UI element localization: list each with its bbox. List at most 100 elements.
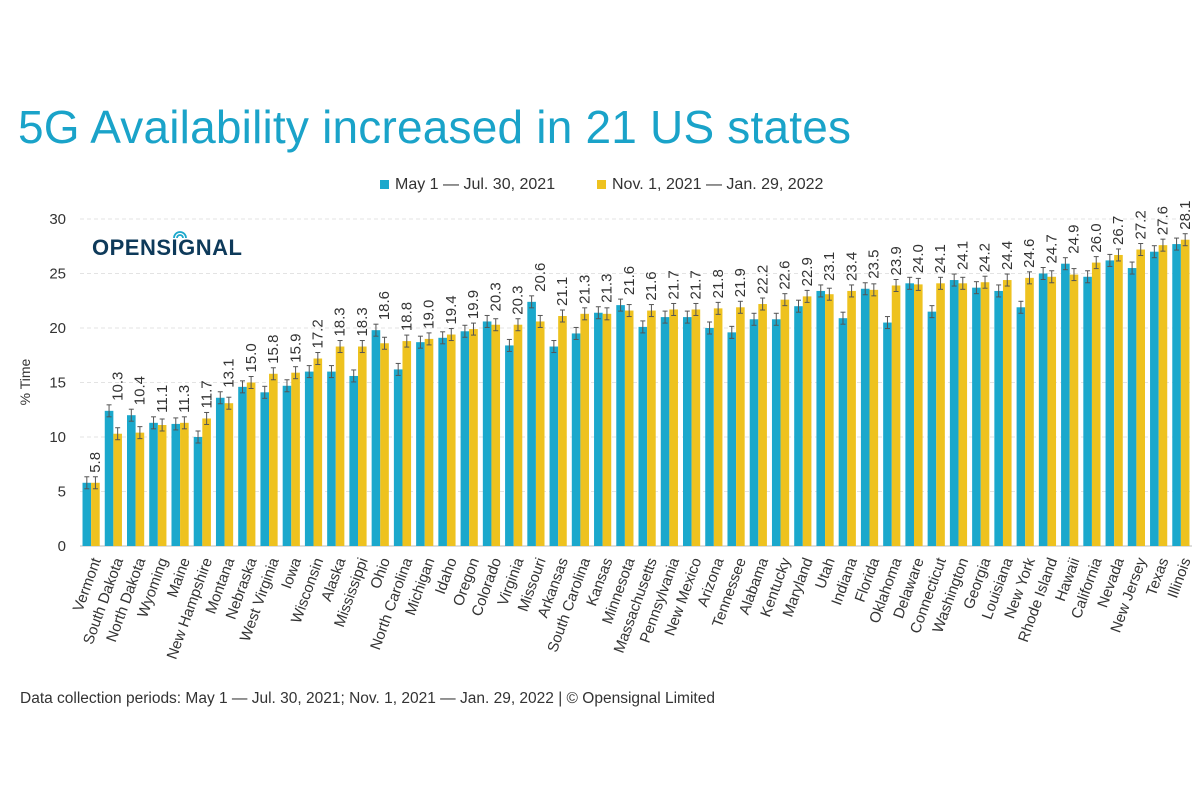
bar-series-1: [838, 318, 848, 546]
bar-series-1: [571, 333, 581, 546]
bar-series-1: [949, 280, 959, 546]
data-label: 19.4: [443, 295, 460, 324]
bar-series-2: [602, 313, 612, 546]
y-tick-label: 0: [58, 538, 66, 555]
bar-series-2: [558, 316, 567, 546]
bar-series-2: [291, 372, 300, 546]
data-label: 18.8: [398, 302, 415, 331]
y-tick-label: 30: [49, 211, 66, 228]
bar-series-2: [1180, 239, 1190, 546]
data-label: 27.6: [1155, 206, 1172, 235]
bar-series-2: [246, 382, 256, 546]
data-label: 10.4: [132, 376, 149, 405]
bar-series-2: [1002, 280, 1012, 546]
bar-series-1: [749, 319, 759, 546]
data-label: 21.7: [665, 270, 682, 299]
bar-series-2: [180, 422, 189, 546]
bar-series-1: [149, 422, 158, 546]
bar-series-1: [416, 342, 425, 546]
bar-series-2: [736, 307, 745, 546]
bar-series-2: [1114, 254, 1123, 546]
bar-series-2: [157, 425, 167, 546]
y-axis-label: % Time: [17, 358, 33, 405]
bar-series-2: [135, 432, 145, 546]
bar-series-2: [469, 329, 478, 546]
data-labels: 5.8 10.3 10.4 11.1 11.3 11.7 13.1 15.0 15.8 15.9 1…: [87, 201, 1194, 473]
bar-series-2: [869, 289, 879, 546]
bar-series-2: [936, 283, 945, 546]
bar-series-1: [460, 331, 470, 546]
bar-series-2: [758, 304, 767, 546]
bar-series-2: [380, 343, 389, 546]
bar-series-1: [527, 301, 536, 546]
data-label: 19.0: [421, 300, 438, 329]
bar-series-2: [224, 403, 234, 546]
bar-series-1: [327, 371, 336, 546]
data-label: 17.2: [310, 319, 327, 348]
bar-series-1: [972, 287, 981, 546]
data-label: 21.8: [710, 269, 727, 298]
data-label: 11.1: [154, 385, 171, 413]
data-label: 11.7: [198, 380, 215, 408]
bar-series-1: [594, 312, 603, 546]
bar-series-1: [771, 319, 781, 546]
legend-swatch: [380, 180, 389, 189]
bar-series-2: [847, 290, 856, 546]
bar-series-2: [358, 346, 367, 546]
footnote: Data collection periods: May 1 — Jul. 30…: [20, 690, 715, 707]
data-label: 20.6: [532, 263, 549, 292]
chart-title: 5G Availability increased in 21 US state…: [18, 101, 852, 153]
bar-series-1: [82, 482, 92, 546]
bar-series-1: [794, 306, 803, 546]
data-label: 21.7: [688, 270, 705, 299]
data-label: 28.1: [1177, 201, 1194, 230]
bar-series-2: [891, 285, 901, 546]
bar-series-2: [402, 341, 412, 546]
bar-series-1: [193, 437, 203, 546]
data-label: 24.1: [954, 241, 971, 270]
bar-series-2: [1158, 245, 1168, 546]
bar-series-2: [713, 308, 723, 546]
bar-series-1: [727, 332, 737, 546]
data-label: 23.9: [888, 246, 905, 275]
bar-series-1: [238, 386, 247, 546]
signal-arc: [176, 234, 184, 239]
bar-series-1: [616, 305, 625, 546]
y-tick-label: 20: [49, 320, 66, 337]
legend-swatch: [597, 180, 606, 189]
legend-label: Nov. 1, 2021 — Jan. 29, 2022: [612, 176, 824, 193]
data-label: 21.1: [554, 277, 571, 306]
data-label: 24.0: [910, 244, 927, 273]
bar-series-2: [580, 313, 589, 546]
data-label: 18.6: [376, 291, 393, 320]
data-label: 20.3: [510, 286, 527, 315]
bar-series-1: [905, 283, 914, 546]
data-label: 23.1: [821, 252, 838, 281]
opensignal-logo: OPENSIGNAL: [92, 231, 242, 260]
bar-series-1: [393, 369, 403, 546]
legend: May 1 — Jul. 30, 2021 Nov. 1, 2021 — Jan.…: [380, 176, 824, 193]
data-label: 24.9: [1066, 224, 1083, 253]
data-label: 24.1: [932, 244, 949, 273]
bar-series-1: [860, 288, 870, 546]
data-label: 23.5: [866, 250, 883, 279]
data-label: 23.4: [843, 252, 860, 281]
bar-series-1: [104, 410, 114, 546]
bar-series-2: [647, 310, 656, 546]
bar-series-1: [171, 423, 181, 546]
data-label: 18.3: [332, 307, 349, 336]
bar-series-2: [335, 346, 345, 546]
bar-series-1: [927, 311, 937, 546]
bar-series-1: [304, 371, 314, 546]
bar-series-2: [202, 418, 211, 546]
bar-series-1: [282, 385, 292, 546]
bar-series-2: [1136, 249, 1145, 546]
data-label: 21.3: [599, 274, 616, 303]
data-label: 15.0: [243, 343, 260, 372]
bar-series-1: [1016, 307, 1026, 546]
bar-series-2: [1047, 276, 1057, 546]
bar-series-1: [883, 322, 892, 546]
bar-series-2: [1069, 274, 1079, 546]
bar-series-2: [980, 282, 990, 546]
